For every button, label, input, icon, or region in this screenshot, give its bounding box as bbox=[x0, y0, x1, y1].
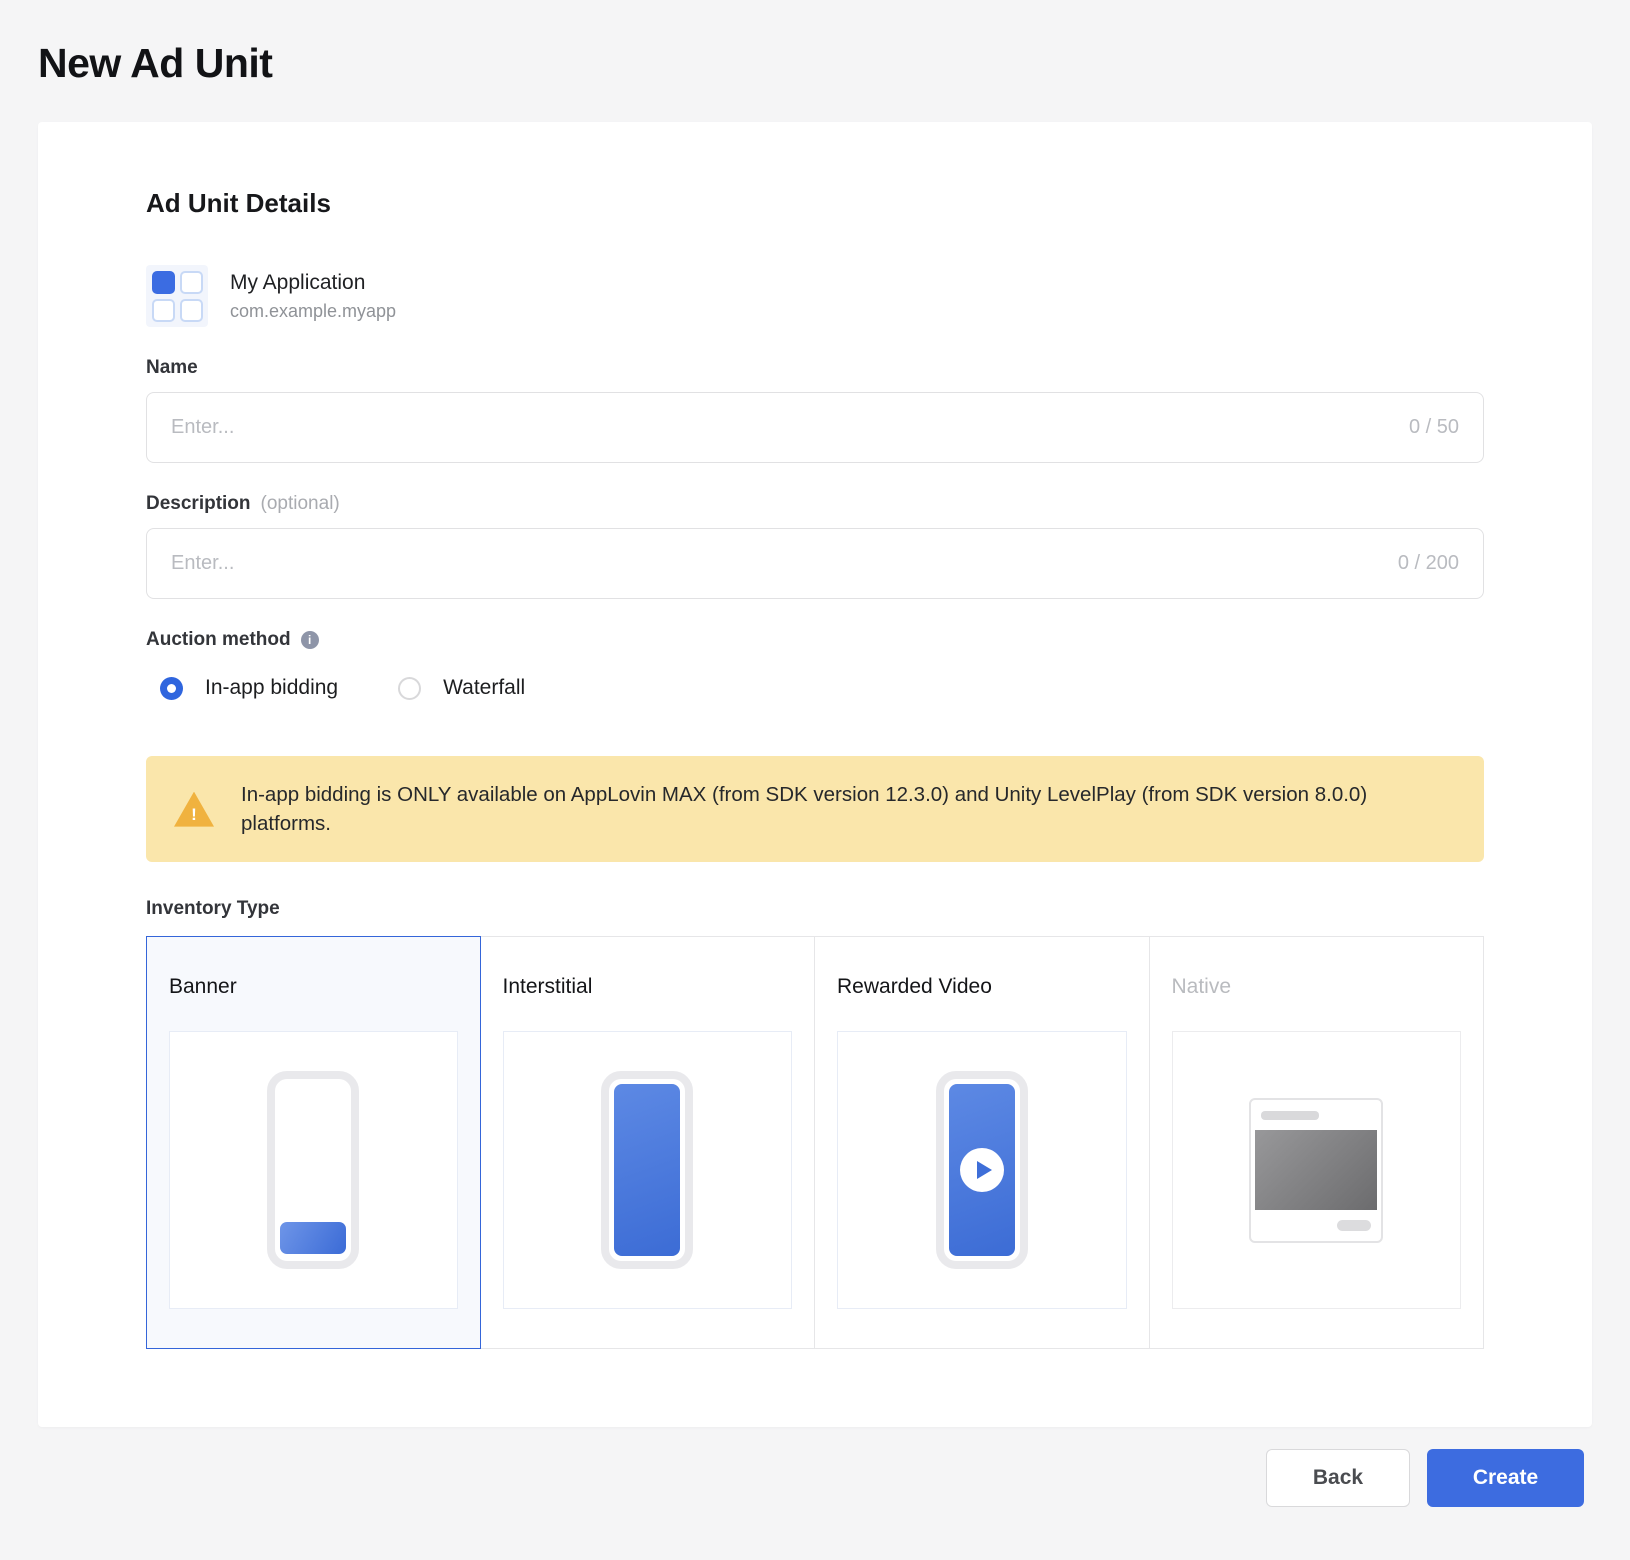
name-char-counter: 0 / 50 bbox=[1408, 416, 1459, 438]
auction-method-label: Auction method i bbox=[146, 629, 1484, 651]
application-summary: My Application com.example.myapp bbox=[146, 265, 1484, 327]
native-image-placeholder bbox=[1255, 1129, 1378, 1210]
play-circle bbox=[959, 1148, 1004, 1193]
warning-text: In-app bidding is ONLY available on AppL… bbox=[241, 783, 1368, 836]
radio-selected-icon[interactable] bbox=[160, 676, 183, 700]
inventory-card-native: Native bbox=[1148, 936, 1484, 1350]
in-app-bidding-warning-banner: ! In-app bidding is ONLY available on Ap… bbox=[146, 756, 1484, 863]
auction-method-options: In-app bidding Waterfall bbox=[160, 676, 1484, 700]
banner-ad-bar bbox=[280, 1222, 347, 1255]
app-grid-icon-square bbox=[151, 298, 175, 322]
auction-method-label-text: Auction method bbox=[146, 629, 291, 650]
native-button-placeholder bbox=[1337, 1219, 1372, 1231]
radio-unselected-icon[interactable] bbox=[398, 676, 422, 700]
description-label: Description (optional) bbox=[146, 493, 1484, 515]
description-char-counter: 0 / 200 bbox=[1397, 552, 1459, 574]
radio-option-waterfall[interactable]: Waterfall bbox=[398, 676, 525, 700]
name-input[interactable] bbox=[171, 416, 1391, 439]
create-button[interactable]: Create bbox=[1427, 1449, 1584, 1508]
rewarded-phone-illustration bbox=[935, 1071, 1028, 1270]
native-title-placeholder bbox=[1261, 1110, 1320, 1120]
native-ad-illustration bbox=[1249, 1097, 1384, 1243]
footer-actions: Back Create bbox=[0, 1449, 1584, 1508]
name-label: Name bbox=[146, 357, 198, 378]
back-button[interactable]: Back bbox=[1266, 1449, 1410, 1508]
info-icon[interactable]: i bbox=[300, 631, 319, 649]
app-grid-icon bbox=[146, 265, 208, 327]
description-field-wrapper: 0 / 200 bbox=[146, 528, 1484, 599]
inventory-card-title: Native bbox=[1171, 975, 1232, 999]
rewarded-illustration-panel bbox=[837, 1031, 1127, 1310]
app-grid-icon-square bbox=[179, 298, 203, 322]
inventory-type-grid: Banner Interstitial Rewarded Video bbox=[146, 936, 1484, 1350]
interstitial-illustration-panel bbox=[502, 1031, 792, 1310]
inventory-card-title: Interstitial bbox=[502, 975, 593, 999]
interstitial-fullscreen-ad bbox=[614, 1084, 681, 1257]
native-illustration-panel bbox=[1171, 1031, 1461, 1310]
play-icon bbox=[976, 1161, 992, 1180]
radio-label: Waterfall bbox=[443, 676, 526, 699]
app-grid-icon-square bbox=[179, 270, 203, 294]
description-label-text: Description bbox=[146, 493, 251, 514]
interstitial-phone-illustration bbox=[601, 1071, 694, 1270]
banner-phone-illustration bbox=[267, 1071, 360, 1270]
radio-label: In-app bidding bbox=[205, 676, 339, 699]
app-package: com.example.myapp bbox=[230, 300, 397, 321]
page-title: New Ad Unit bbox=[38, 40, 273, 86]
ad-unit-form-card: Ad Unit Details My Application com.examp… bbox=[38, 122, 1592, 1428]
description-input[interactable] bbox=[171, 552, 1380, 575]
description-optional-hint: (optional) bbox=[260, 493, 340, 514]
rewarded-fullscreen-ad bbox=[948, 1084, 1015, 1257]
name-field-wrapper: 0 / 50 bbox=[146, 392, 1484, 463]
app-grid-icon-square bbox=[151, 270, 175, 294]
inventory-card-rewarded-video[interactable]: Rewarded Video bbox=[814, 936, 1150, 1350]
warning-triangle-icon: ! bbox=[174, 791, 214, 827]
inventory-card-title: Banner bbox=[169, 975, 237, 999]
inventory-card-title: Rewarded Video bbox=[837, 975, 992, 999]
inventory-card-banner[interactable]: Banner bbox=[146, 936, 481, 1350]
radio-option-in-app-bidding[interactable]: In-app bidding bbox=[160, 676, 338, 700]
banner-illustration-panel bbox=[169, 1031, 458, 1310]
inventory-type-label: Inventory Type bbox=[146, 898, 280, 920]
app-name: My Application bbox=[230, 270, 366, 294]
inventory-card-interstitial[interactable]: Interstitial bbox=[479, 936, 815, 1350]
section-title: Ad Unit Details bbox=[146, 188, 331, 218]
